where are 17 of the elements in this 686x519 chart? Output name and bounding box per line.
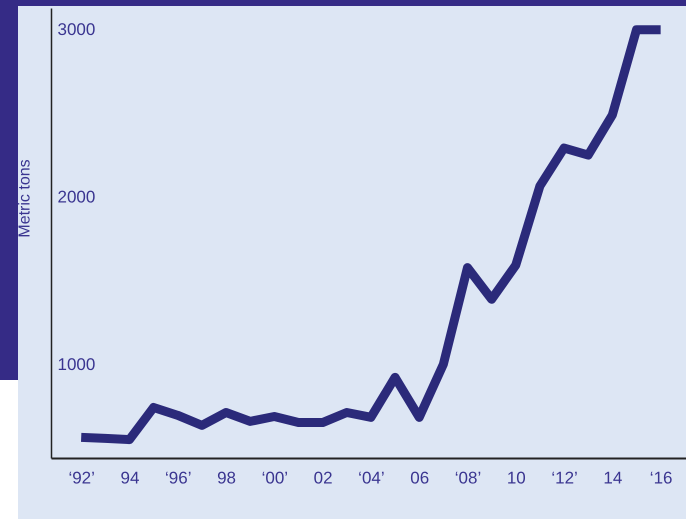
y-axis-title: Metric tons bbox=[16, 159, 34, 238]
x-tick-label: ‘16 bbox=[650, 468, 672, 488]
x-tick-label: ‘96’ bbox=[165, 468, 192, 488]
y-tick-label: 1000 bbox=[58, 354, 96, 374]
x-tick-label: ‘92’ bbox=[68, 468, 95, 488]
x-tick-label: ‘12’ bbox=[551, 468, 578, 488]
x-tick-label: 98 bbox=[217, 468, 236, 488]
x-tick-label: 02 bbox=[314, 468, 333, 488]
x-tick-label: 10 bbox=[506, 468, 526, 488]
x-tick-label: 06 bbox=[410, 468, 430, 488]
x-tick-label: 14 bbox=[603, 468, 622, 488]
x-tick-label: ‘04’ bbox=[358, 468, 385, 488]
x-tick-label: 94 bbox=[120, 468, 140, 488]
x-tick-label: ‘00’ bbox=[262, 468, 288, 488]
x-tick-label: ‘08’ bbox=[454, 468, 482, 488]
y-tick-label: 3000 bbox=[58, 20, 96, 40]
y-tick-label: 2000 bbox=[58, 188, 96, 207]
